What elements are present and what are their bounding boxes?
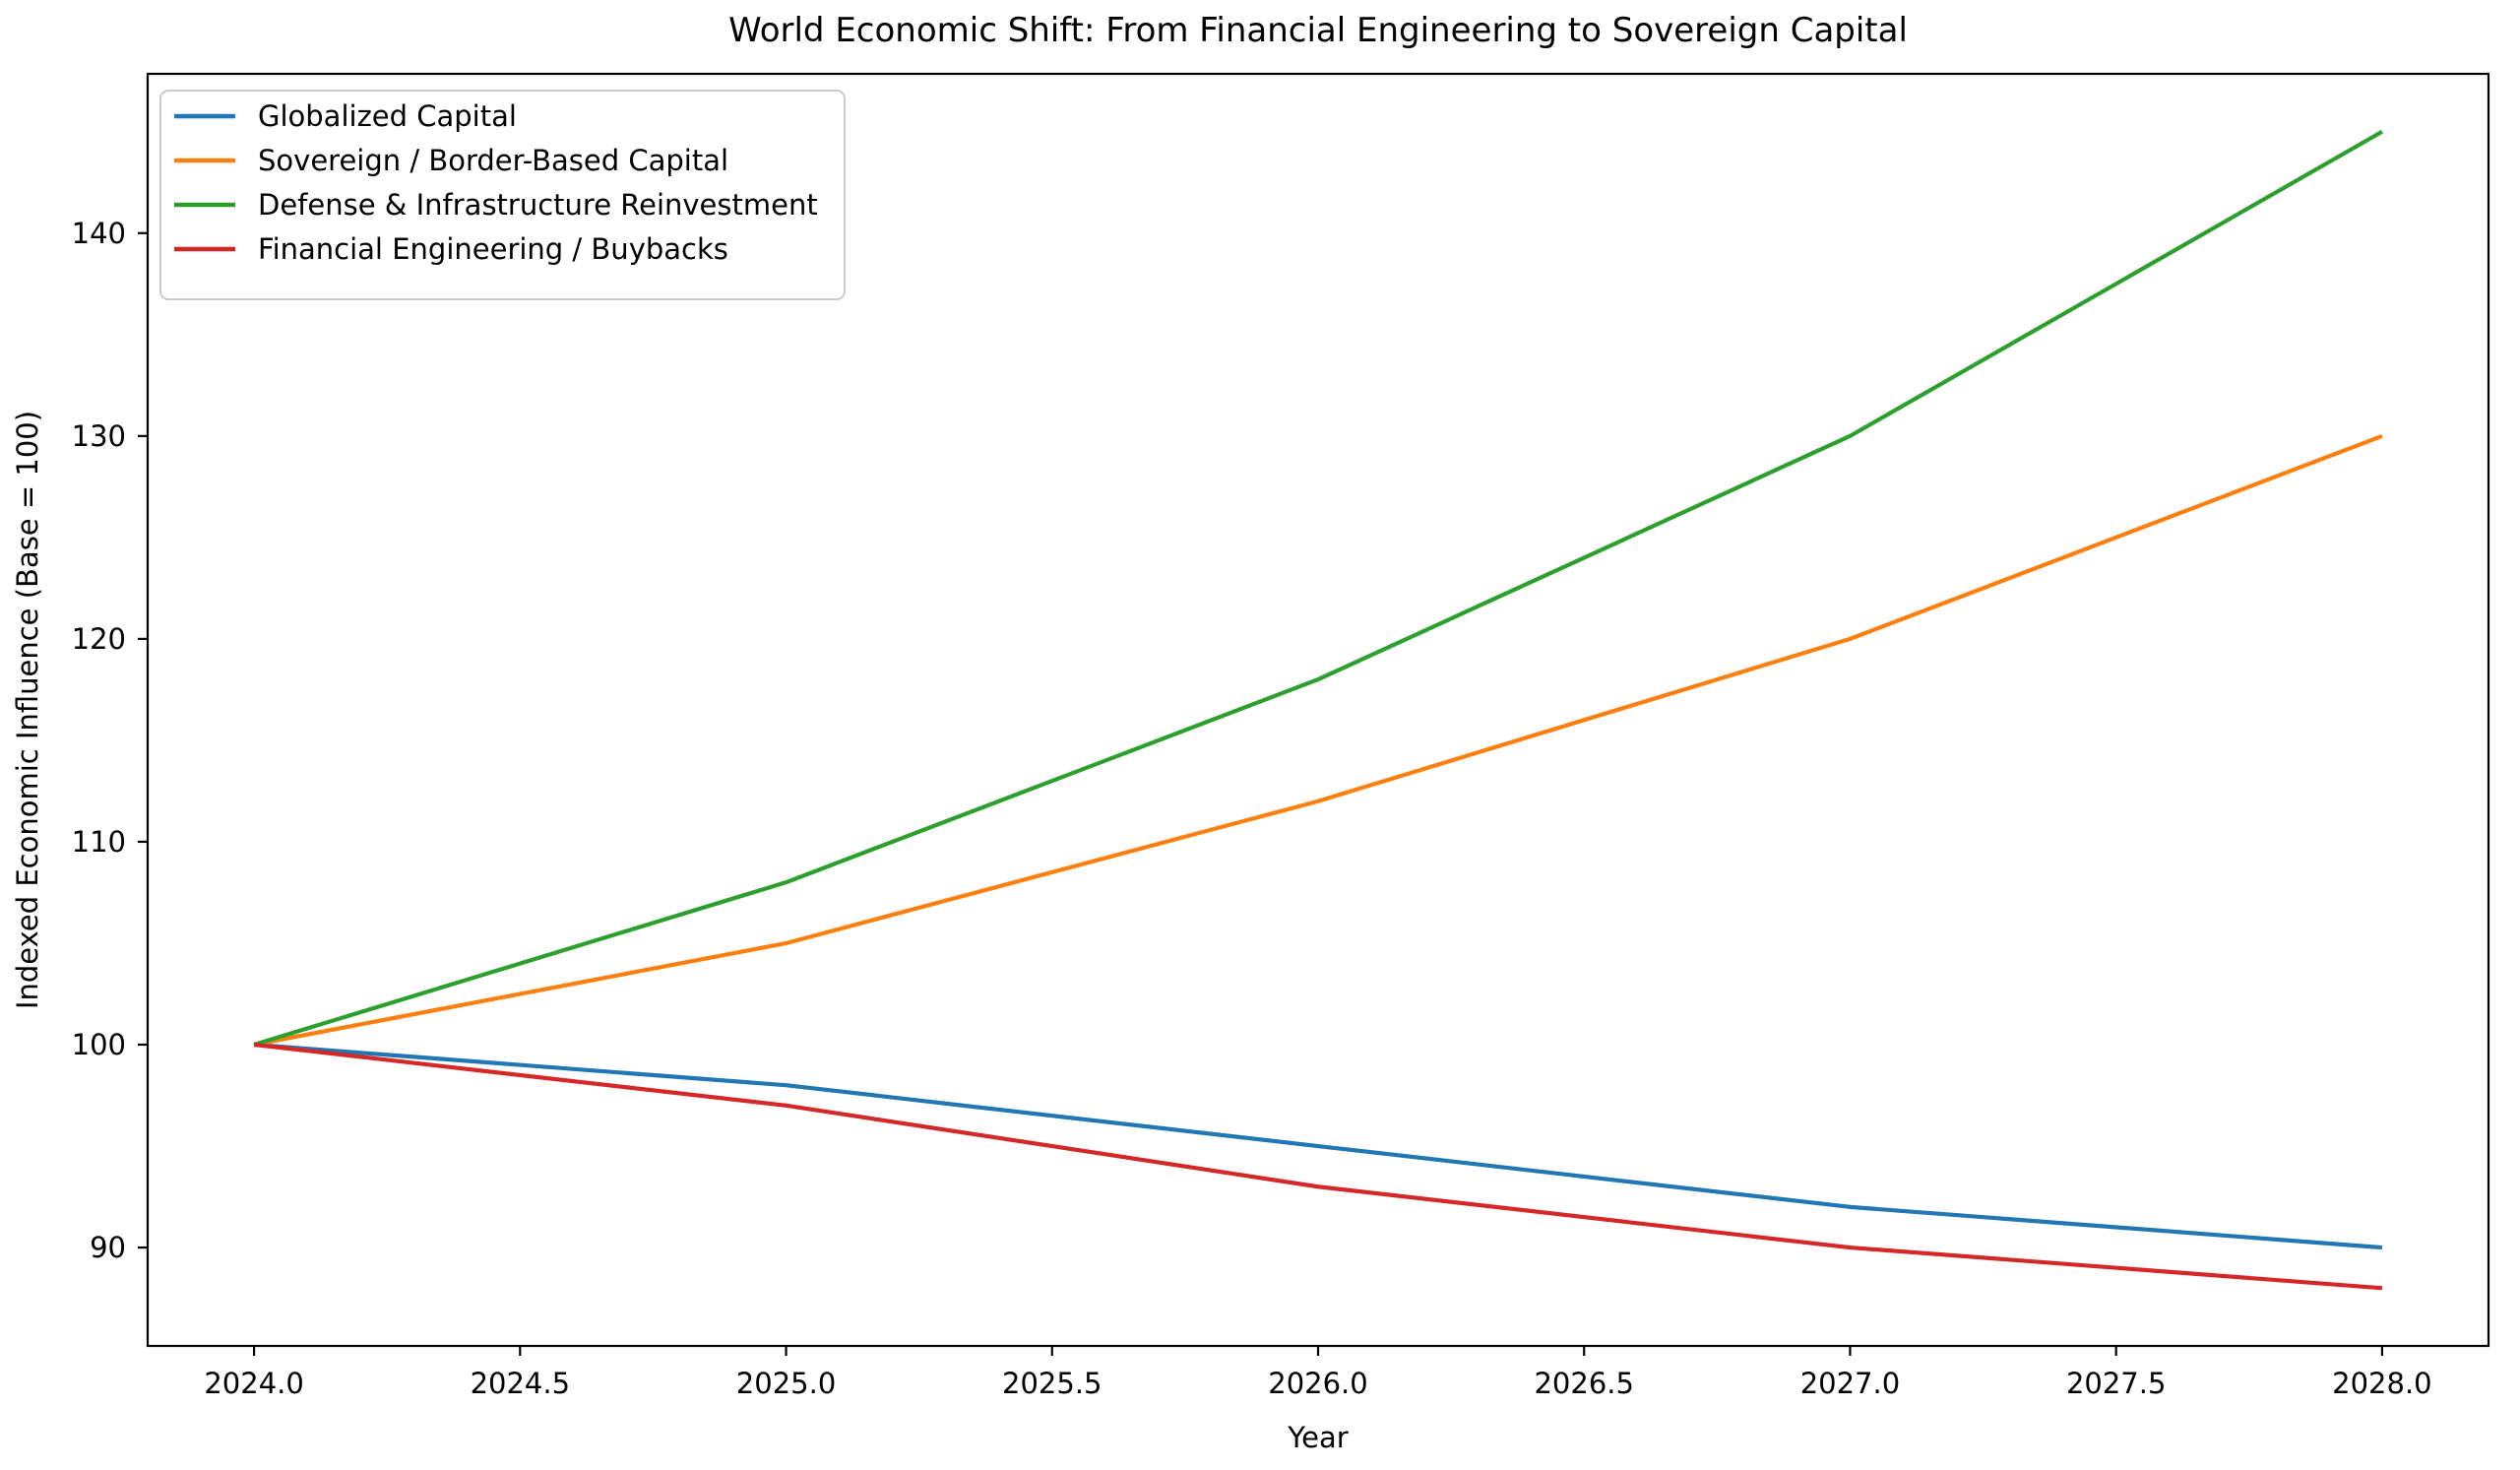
- y-tick-label: 140: [72, 217, 126, 250]
- y-tick-label: 90: [90, 1231, 126, 1264]
- y-tick-label: 100: [72, 1028, 126, 1061]
- legend: Globalized Capital Sovereign / Border-Bas…: [159, 90, 846, 300]
- x-tick-label: 2024.0: [204, 1367, 303, 1400]
- legend-entry-label: Defense & Infrastructure Reinvestment: [258, 188, 818, 222]
- y-tick-label: 120: [72, 622, 126, 656]
- chart-title: World Economic Shift: From Financial Eng…: [728, 11, 1908, 50]
- x-tick-label: 2027.0: [1800, 1367, 1900, 1400]
- y-axis-label: Indexed Economic Influence (Base = 100): [11, 411, 44, 1009]
- series-line: [253, 433, 2383, 1048]
- x-tick-label: 2025.5: [1002, 1367, 1102, 1400]
- x-tick-label: 2027.5: [2066, 1367, 2166, 1400]
- legend-entry-label: Globalized Capital: [258, 99, 517, 133]
- legend-box: [159, 90, 846, 300]
- x-tick-label: 2026.0: [1268, 1367, 1367, 1400]
- series-line: [253, 1042, 2383, 1250]
- x-tick-label: 2026.5: [1534, 1367, 1633, 1400]
- series-line: [253, 1042, 2383, 1291]
- y-tick-label: 110: [72, 825, 126, 859]
- x-tick-label: 2025.0: [736, 1367, 836, 1400]
- legend-entry-label: Financial Engineering / Buybacks: [258, 232, 728, 266]
- y-tick-label: 130: [72, 419, 126, 453]
- legend-entry-label: Sovereign / Border-Based Capital: [258, 144, 728, 177]
- plot-ticks-group: 2024.0 2024.5 2025.0 2025.5 2026.0 2026.5 2027…: [72, 217, 2432, 1400]
- x-tick-label: 2028.0: [2332, 1367, 2431, 1400]
- x-axis-label: Year: [1287, 1421, 1348, 1454]
- x-tick-label: 2024.5: [471, 1367, 570, 1400]
- plot-series-group: [253, 129, 2383, 1291]
- series-line: [253, 129, 2383, 1048]
